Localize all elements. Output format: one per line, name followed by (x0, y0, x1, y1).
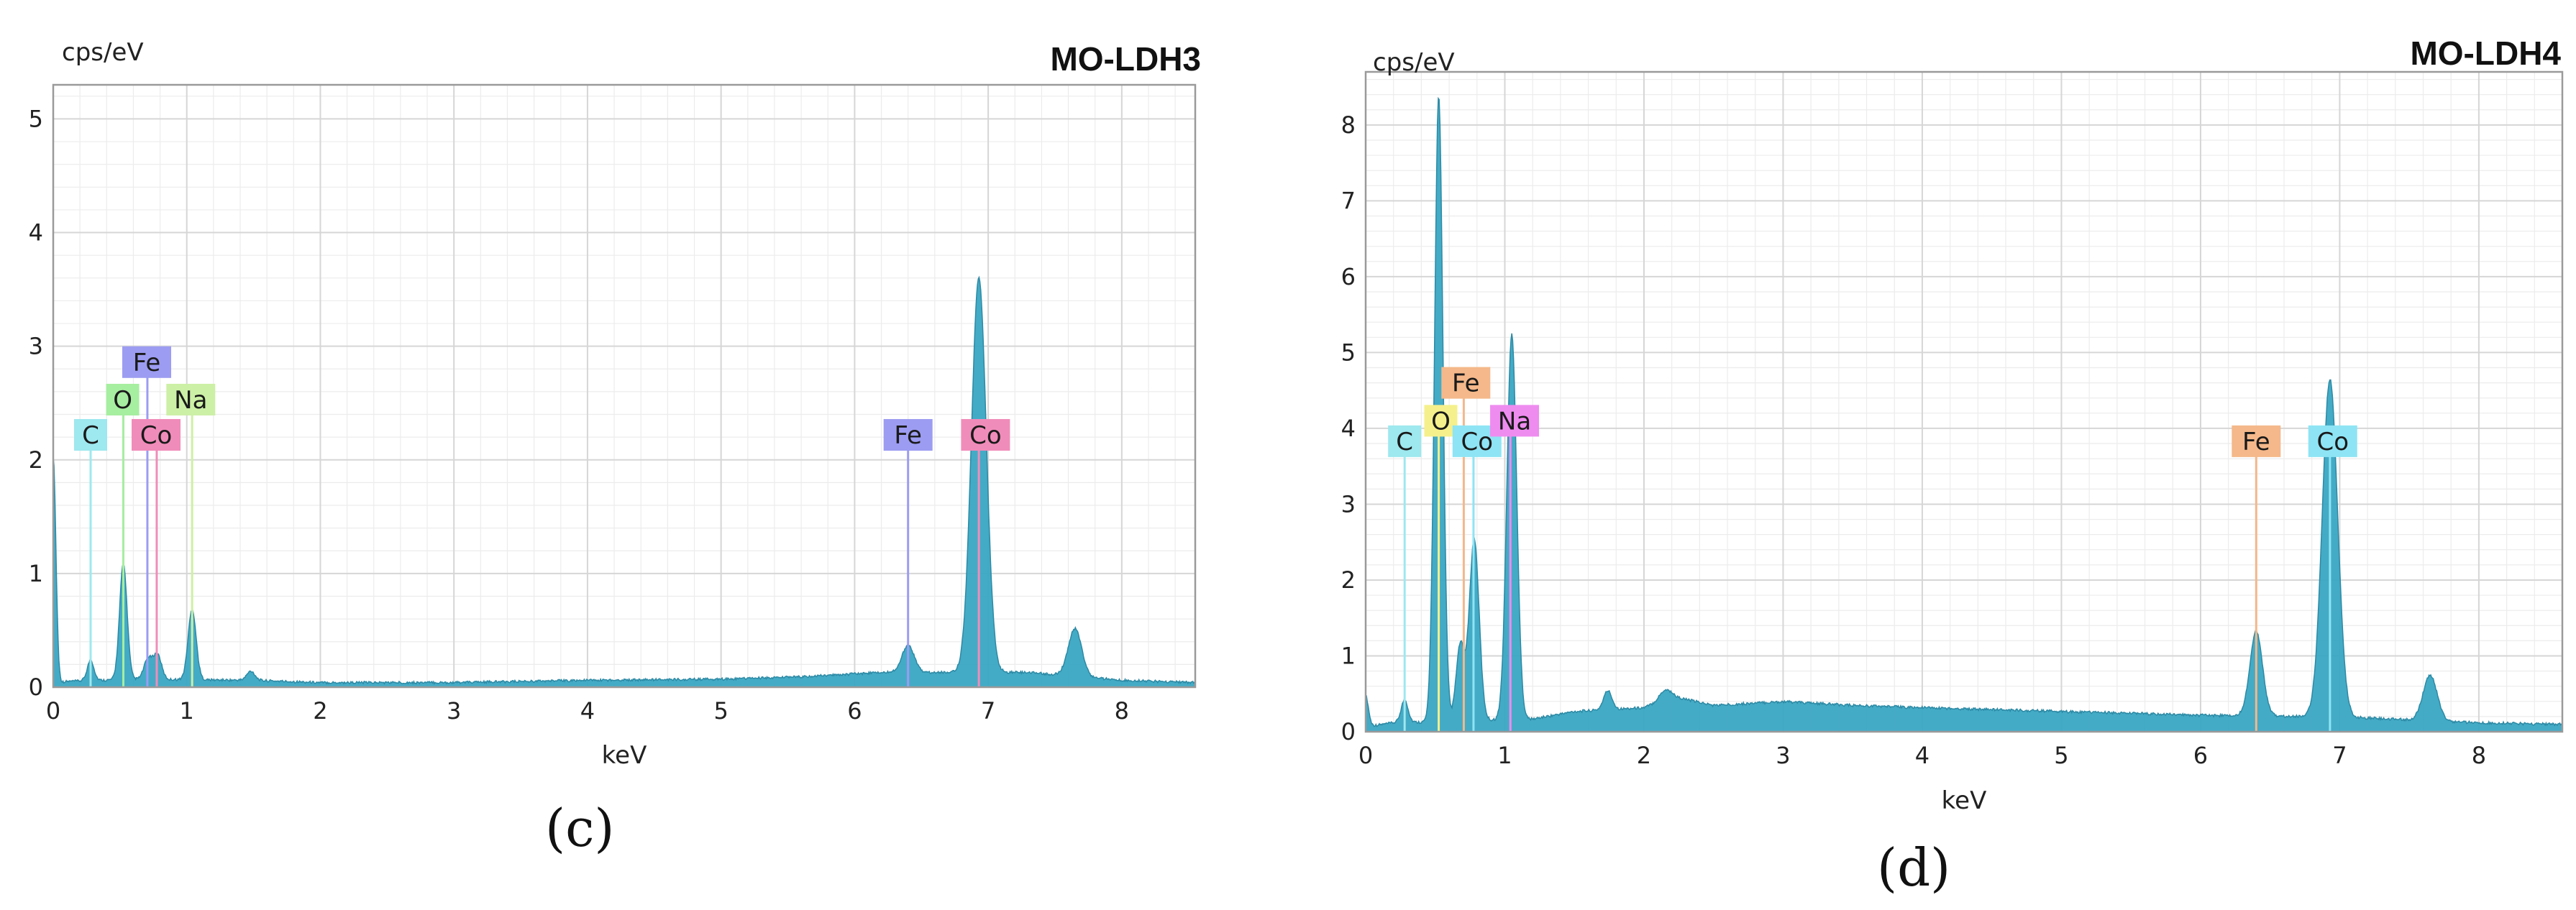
x-tick-label: 0 (46, 697, 60, 725)
y-axis-label: cps/eV (1373, 48, 1455, 77)
element-label-fe: Fe (894, 421, 922, 450)
y-tick-label: 1 (29, 560, 43, 587)
x-axis-label: keV (602, 741, 647, 770)
caption-c: (c) (545, 798, 615, 858)
element-label-box-fe (122, 346, 172, 378)
element-label-fe: Fe (2242, 428, 2270, 456)
element-label-box-na (166, 383, 216, 415)
y-tick-label: 4 (1341, 415, 1356, 442)
plot-frame (1364, 70, 2564, 733)
x-tick-label: 6 (2193, 742, 2208, 769)
element-label-c: C (82, 421, 99, 450)
spectrum-area (1365, 96, 2563, 732)
element-label-box-fe (883, 418, 933, 451)
y-tick-label: 1 (1341, 642, 1356, 669)
element-label-box-co (132, 418, 181, 451)
element-label-co: Co (969, 421, 1002, 450)
element-label-box-fe (2232, 425, 2281, 457)
element-label-box-co (2308, 425, 2357, 457)
element-label-na: Na (174, 386, 207, 415)
y-tick-label: 0 (1341, 718, 1356, 745)
element-label-box-c (1388, 425, 1422, 457)
y-tick-label: 7 (1341, 187, 1356, 214)
y-tick-label: 2 (1341, 566, 1356, 594)
spectrum-area (52, 275, 1196, 688)
element-label-box-o (106, 383, 140, 415)
element-label-fe: Fe (133, 349, 161, 377)
x-tick-label: 4 (1915, 742, 1929, 769)
x-tick-label: 2 (313, 697, 327, 725)
y-tick-label: 6 (1341, 263, 1356, 290)
x-tick-label: 7 (981, 697, 995, 725)
element-label-box-c (74, 418, 108, 451)
plot-area (53, 85, 1195, 687)
x-tick-label: 5 (2054, 742, 2068, 769)
element-label-co: Co (2316, 428, 2349, 456)
x-tick-label: 2 (1637, 742, 1651, 769)
chart-title: MO-LDH3 (1050, 40, 1201, 78)
element-label-box-na (1490, 405, 1540, 437)
element-label-o: O (1431, 407, 1451, 436)
element-label-fe: Fe (1452, 369, 1480, 398)
y-tick-label: 3 (29, 333, 43, 360)
x-tick-label: 3 (1776, 742, 1790, 769)
x-tick-label: 6 (847, 697, 862, 725)
element-label-co: Co (1461, 428, 1494, 456)
caption-d: (d) (1877, 837, 1951, 898)
element-label-c: C (1396, 428, 1413, 456)
x-tick-label: 1 (1497, 742, 1512, 769)
x-tick-label: 1 (180, 697, 194, 725)
element-label-box-co (961, 418, 1010, 451)
y-tick-label: 2 (29, 446, 43, 474)
x-tick-label: 4 (580, 697, 595, 725)
y-axis-label: cps/eV (62, 38, 144, 67)
y-tick-label: 3 (1341, 490, 1356, 518)
y-tick-label: 4 (29, 219, 43, 247)
plot-area (1366, 72, 2562, 732)
y-tick-label: 5 (1341, 339, 1356, 366)
y-tick-label: 0 (29, 674, 43, 701)
y-tick-label: 8 (1341, 111, 1356, 139)
x-axis-label: keV (1942, 786, 1987, 815)
element-label-na: Na (1498, 407, 1531, 436)
element-label-co: Co (140, 421, 173, 450)
plot-frame (52, 83, 1197, 689)
y-tick-label: 5 (29, 105, 43, 132)
x-tick-label: 8 (1115, 697, 1129, 725)
x-tick-label: 0 (1358, 742, 1373, 769)
element-label-o: O (113, 386, 132, 415)
x-tick-label: 3 (447, 697, 461, 725)
element-label-box-o (1424, 405, 1458, 437)
chart-title: MO-LDH4 (2410, 35, 2561, 72)
x-tick-label: 5 (713, 697, 728, 725)
x-tick-label: 7 (2332, 742, 2347, 769)
x-tick-label: 8 (2472, 742, 2486, 769)
element-label-box-fe (1441, 367, 1491, 399)
